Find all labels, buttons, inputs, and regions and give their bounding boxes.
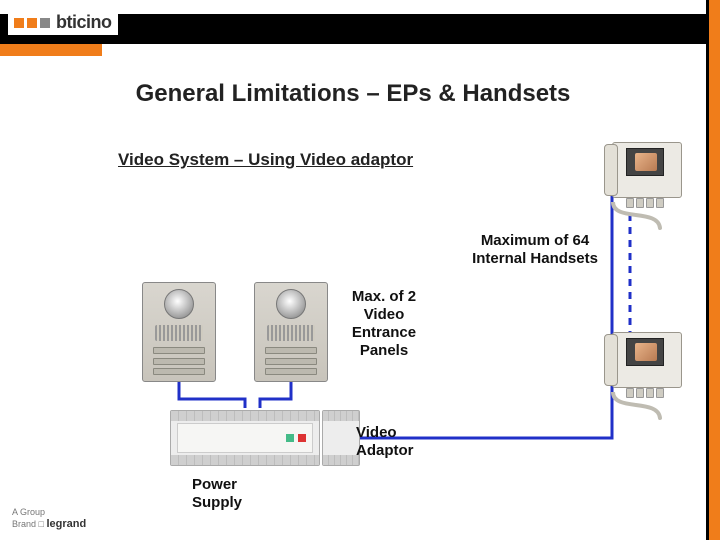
brand-logo: bticino [8, 10, 118, 35]
power-supply [170, 410, 320, 466]
psu-label: PowerSupply [192, 476, 272, 512]
right-accent-stripe [706, 0, 720, 540]
max-ep-label: Max. of 2 Video Entrance Panels [336, 288, 432, 360]
accent-bar [0, 44, 102, 56]
handset-1 [600, 142, 692, 212]
max-handsets-label: Maximum of 64Internal Handsets [450, 232, 620, 268]
video-adaptor [322, 410, 360, 466]
page-subtitle: Video System – Using Video adaptor [118, 150, 413, 170]
page-title: General Limitations – EPs & Handsets [0, 80, 706, 108]
brand-name: bticino [56, 12, 112, 33]
handset-2 [600, 332, 692, 402]
adaptor-label: VideoAdaptor [356, 424, 436, 460]
footer-brand: A Group Brand □ legrand [12, 508, 86, 530]
entrance-panel-2 [254, 282, 328, 382]
entrance-panel-1 [142, 282, 216, 382]
